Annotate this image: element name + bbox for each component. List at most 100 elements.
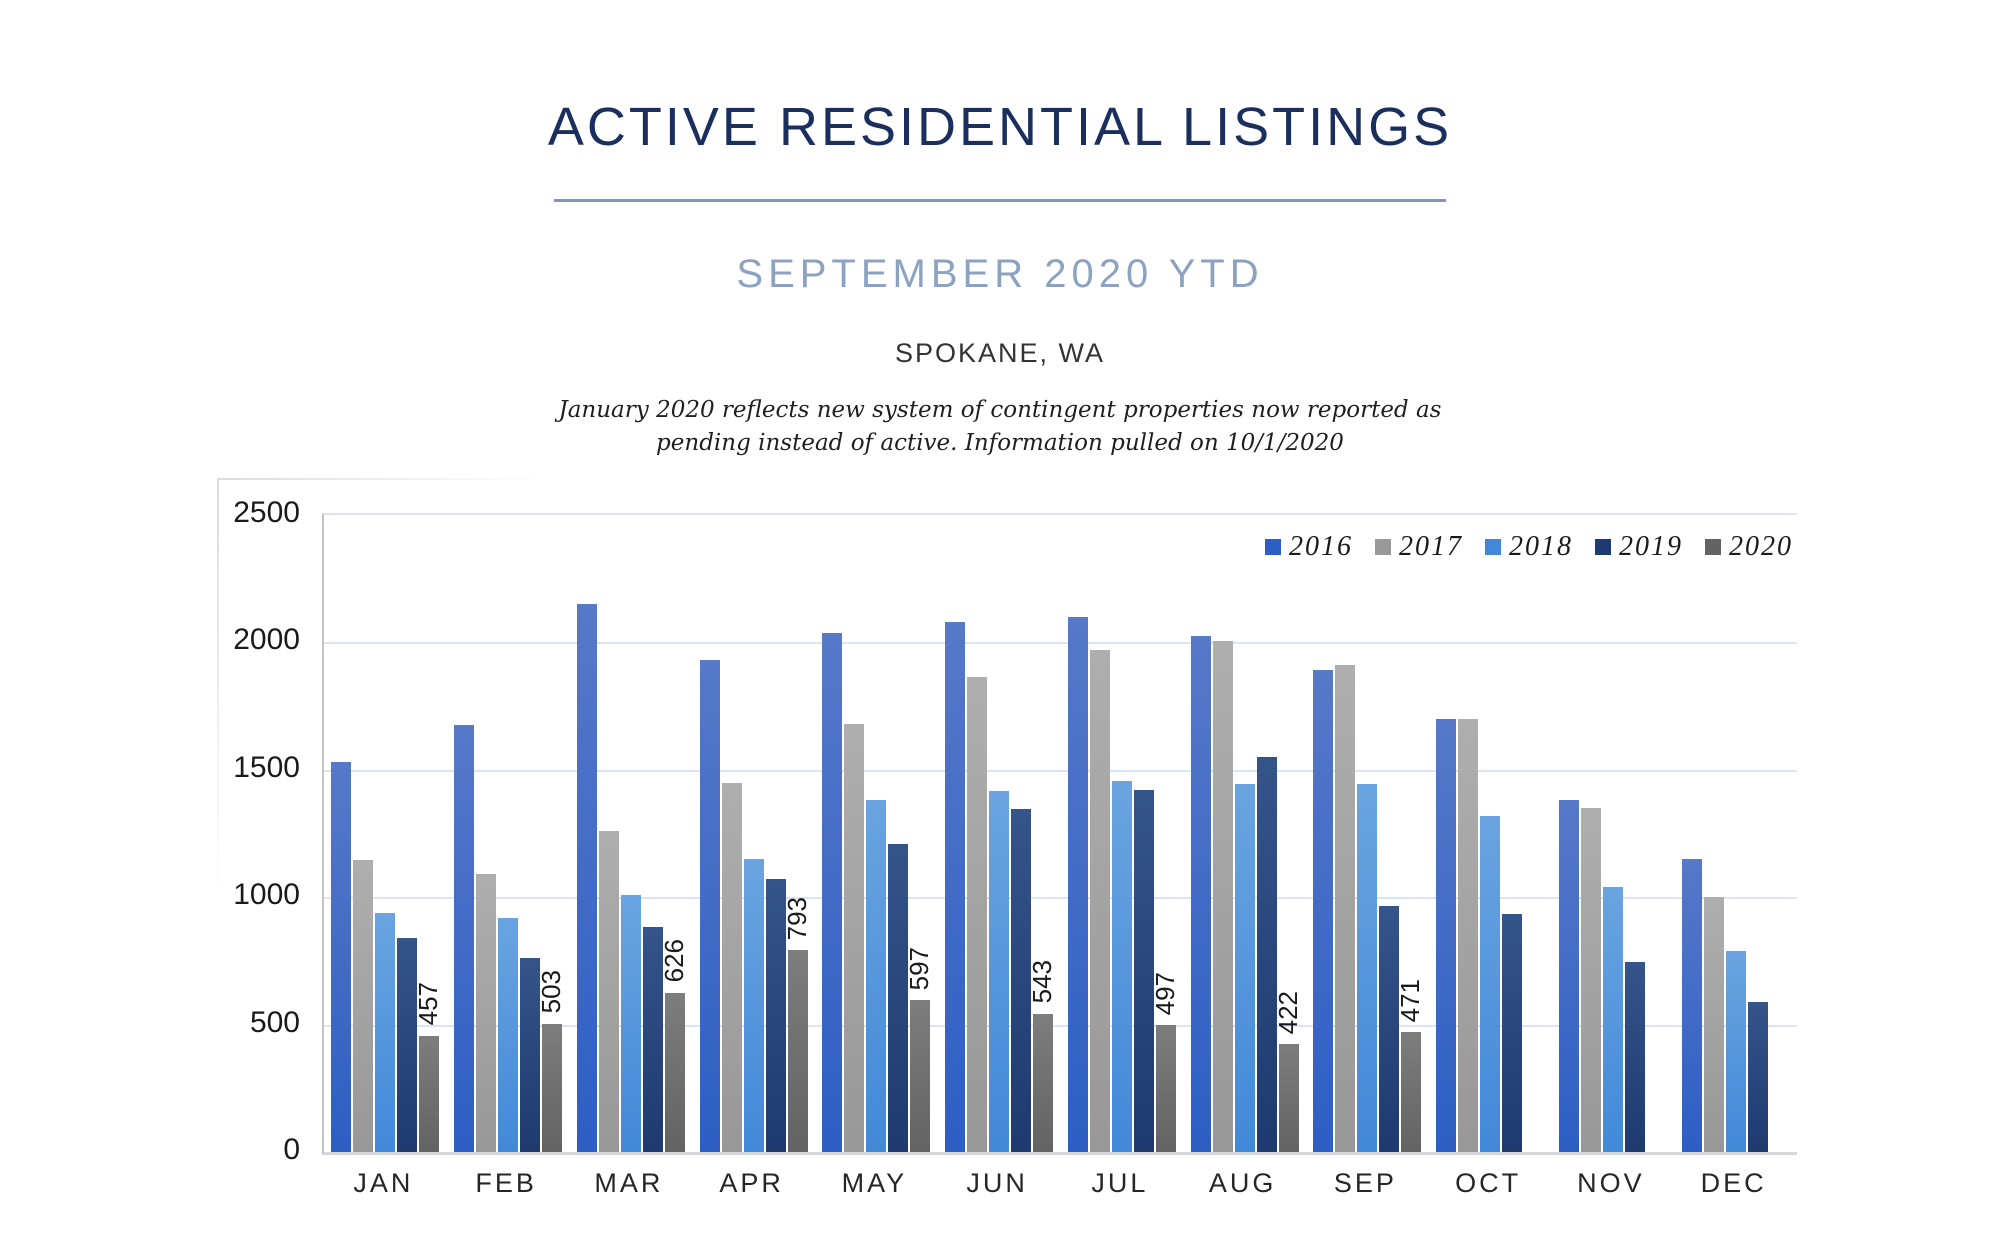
month-label-apr: APR xyxy=(719,1168,784,1198)
y-tick-1000: 1000 xyxy=(233,878,300,912)
bar-slot-2018-feb xyxy=(498,515,519,1152)
bar-group-mar: 626 xyxy=(570,515,693,1152)
bar-slot-2019-apr xyxy=(765,515,786,1152)
bar-group-jun: 543 xyxy=(938,515,1061,1152)
bar-slot-2017-sep xyxy=(1335,515,1356,1152)
bar-slot-2019-may xyxy=(888,515,909,1152)
bar-2016-oct xyxy=(1436,718,1457,1152)
bar-slot-2017-aug xyxy=(1212,515,1233,1152)
bar-2017-sep xyxy=(1335,665,1356,1152)
bar-slot-2019-oct xyxy=(1502,515,1523,1152)
bar-group-aug: 422 xyxy=(1183,515,1306,1152)
bar-group-oct xyxy=(1429,515,1552,1152)
bar-slot-2017-dec xyxy=(1703,515,1724,1152)
bar-slot-2018-mar xyxy=(620,515,641,1152)
bar-slot-2018-jun xyxy=(989,515,1010,1152)
bar-2020-jul xyxy=(1155,1025,1176,1152)
bar-2018-nov xyxy=(1602,887,1623,1152)
bar-2019-may xyxy=(888,843,909,1152)
bar-2016-apr xyxy=(699,660,720,1152)
bar-slot-2018-jul xyxy=(1111,515,1132,1152)
chart-plot-area: 457 503 626 793 597 543 497 422 471 2016 2017 2018… xyxy=(322,513,1797,1155)
y-tick-0: 0 xyxy=(283,1133,300,1166)
bar-slot-2020-may: 597 xyxy=(904,515,934,1152)
bar-groups: 457 503 626 793 597 543 497 422 471 xyxy=(324,515,1797,1152)
legend-label-2016: 2016 xyxy=(1289,531,1353,562)
bar-2020-may xyxy=(910,999,931,1152)
bar-slot-2016-oct xyxy=(1436,515,1457,1152)
bar-slot-2018-jan xyxy=(375,515,396,1152)
bar-value-label-mar: 626 xyxy=(658,939,689,983)
bar-slot-2016-sep xyxy=(1313,515,1334,1152)
bar-slot-2019-feb xyxy=(520,515,541,1152)
bar-slot-2018-apr xyxy=(743,515,764,1152)
bar-2019-mar xyxy=(642,926,663,1152)
bar-value-label-may: 597 xyxy=(904,946,935,990)
bar-2020-sep xyxy=(1401,1032,1422,1152)
bar-slot-2018-nov xyxy=(1602,515,1623,1152)
bar-2017-oct xyxy=(1458,718,1479,1152)
bar-slot-2016-aug xyxy=(1190,515,1211,1152)
bar-2019-dec xyxy=(1747,1001,1768,1152)
bar-group-dec xyxy=(1674,515,1797,1152)
bar-2020-jan xyxy=(419,1035,440,1152)
legend-swatch-2018 xyxy=(1485,539,1501,555)
month-label-nov: NOV xyxy=(1577,1168,1645,1198)
bar-slot-2019-jun xyxy=(1011,515,1032,1152)
legend-label-2019: 2019 xyxy=(1619,531,1683,562)
legend-item-2020: 2020 xyxy=(1705,533,1793,561)
bar-group-nov xyxy=(1552,515,1675,1152)
legend-item-2016: 2016 xyxy=(1265,533,1353,561)
chart-note-line-2: pending instead of active. Information p… xyxy=(656,429,1344,456)
page-subtitle: SEPTEMBER 2020 YTD xyxy=(736,252,1264,296)
bar-slot-2017-jul xyxy=(1089,515,1110,1152)
bar-slot-2016-apr xyxy=(699,515,720,1152)
bar-2018-sep xyxy=(1357,783,1378,1152)
bar-2017-jan xyxy=(353,860,374,1152)
bar-2019-jul xyxy=(1133,790,1154,1152)
bar-2019-sep xyxy=(1379,906,1400,1152)
bar-slot-2016-dec xyxy=(1681,515,1702,1152)
bar-2019-apr xyxy=(765,879,786,1152)
bar-2017-nov xyxy=(1580,808,1601,1152)
page-location: SPOKANE, WA xyxy=(894,338,1106,368)
bar-slot-2016-jan xyxy=(331,515,352,1152)
bar-2018-aug xyxy=(1234,783,1255,1152)
y-tick-1500: 1500 xyxy=(233,750,300,784)
bar-slot-2018-may xyxy=(866,515,887,1152)
bar-2020-apr xyxy=(787,949,808,1152)
bar-2016-jul xyxy=(1067,616,1088,1152)
bar-2019-aug xyxy=(1256,757,1277,1152)
month-label-aug: AUG xyxy=(1208,1168,1277,1198)
chart-note: January 2020 reflects new system of cont… xyxy=(0,394,2000,459)
bar-2016-aug xyxy=(1190,636,1211,1152)
bar-slot-2016-may xyxy=(822,515,843,1152)
bar-slot-2020-jan: 457 xyxy=(413,515,443,1152)
bar-slot-2017-feb xyxy=(476,515,497,1152)
bar-2017-apr xyxy=(721,782,742,1152)
bar-2018-may xyxy=(866,800,887,1152)
bar-slot-2018-aug xyxy=(1234,515,1255,1152)
bar-slot-2018-oct xyxy=(1480,515,1501,1152)
bar-slot-2020-jun: 543 xyxy=(1027,515,1057,1152)
bar-slot-2017-jun xyxy=(967,515,988,1152)
bar-2017-feb xyxy=(476,874,497,1152)
bar-2016-mar xyxy=(576,604,597,1152)
bar-2018-dec xyxy=(1725,950,1746,1152)
month-label-feb: FEB xyxy=(475,1168,537,1198)
bar-2017-dec xyxy=(1703,897,1724,1152)
bar-2016-jan xyxy=(331,762,352,1152)
bar-group-jul: 497 xyxy=(1061,515,1184,1152)
y-tick-2500: 2500 xyxy=(233,496,300,529)
bar-value-label-aug: 422 xyxy=(1272,991,1303,1035)
bar-2018-mar xyxy=(620,894,641,1152)
legend-item-2019: 2019 xyxy=(1595,533,1683,561)
month-label-jun: JUN xyxy=(966,1168,1028,1198)
bar-group-feb: 503 xyxy=(447,515,570,1152)
bar-slot-2017-nov xyxy=(1580,515,1601,1152)
gridline-1500 xyxy=(324,769,1797,772)
month-label-oct: OCT xyxy=(1455,1168,1522,1198)
legend-label-2018: 2018 xyxy=(1509,531,1573,562)
y-axis-labels: 0 500 1000 1500 2000 2500 xyxy=(140,498,300,1165)
month-label-mar: MAR xyxy=(594,1168,664,1198)
